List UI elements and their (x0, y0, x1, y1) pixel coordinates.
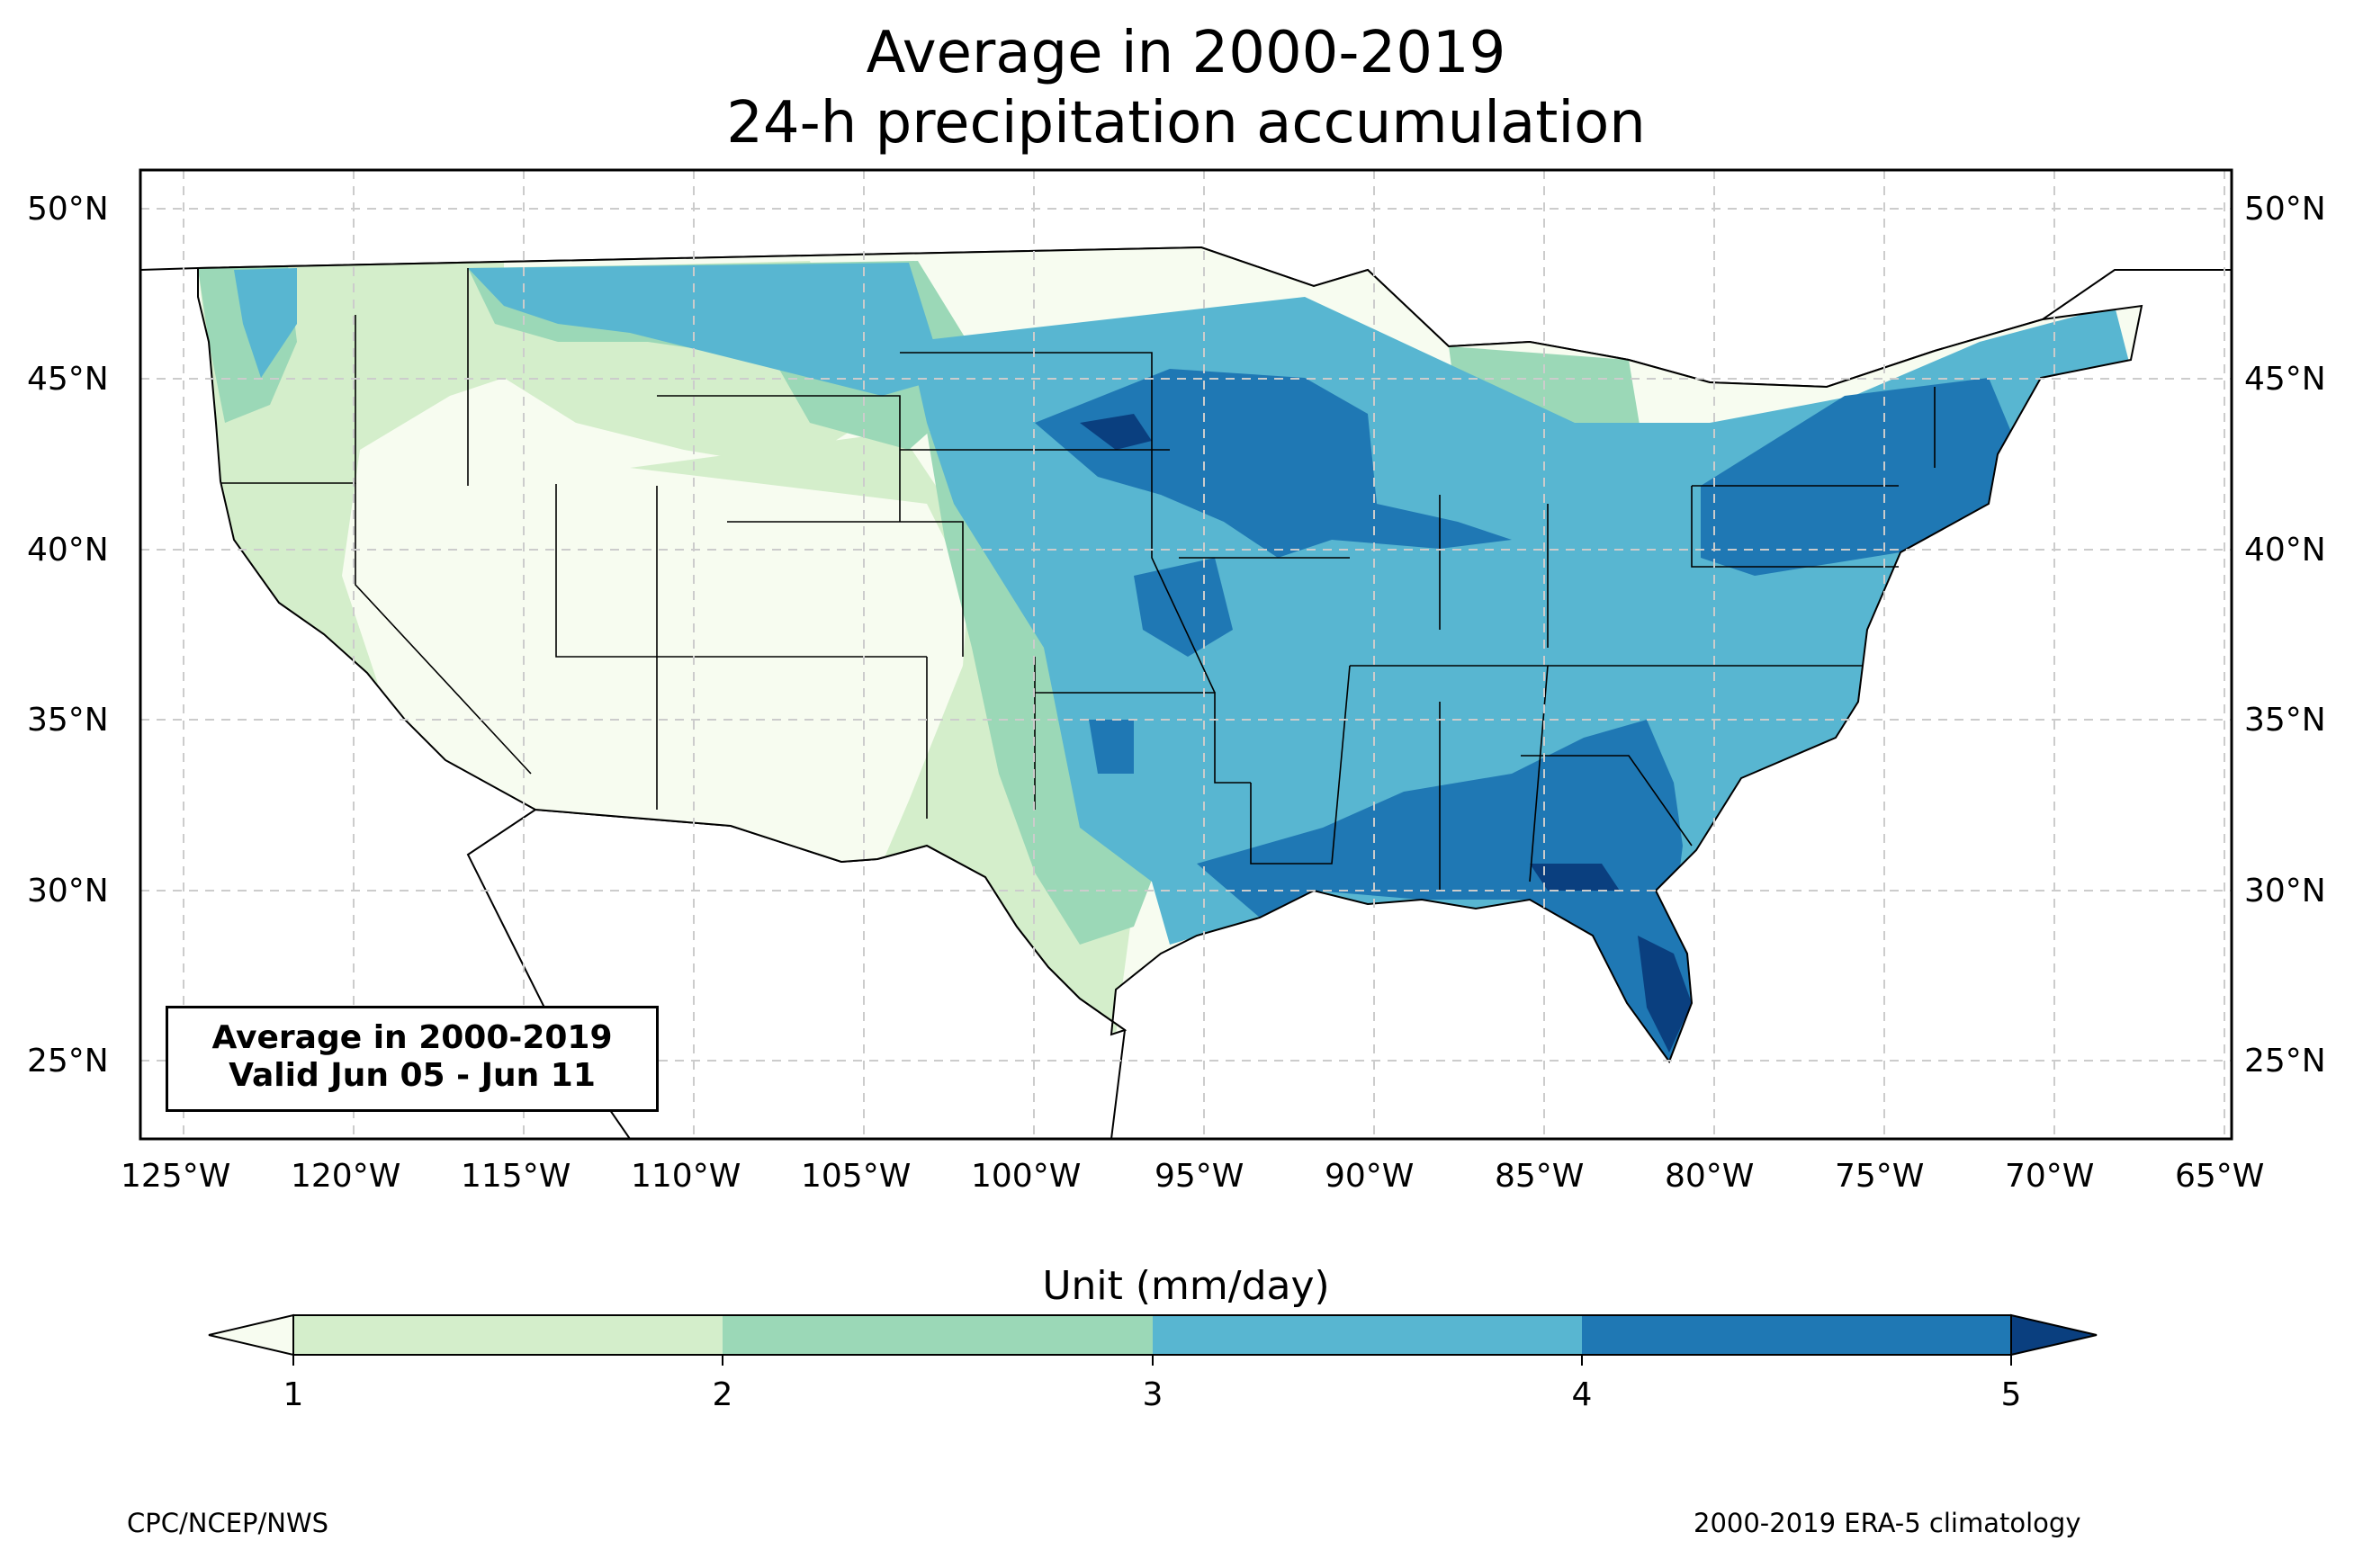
lat-tick-left-45: 45°N (27, 361, 109, 398)
precip-4-5-missouri (1134, 558, 1233, 657)
info-box: Average in 2000-2019 Valid Jun 05 - Jun … (166, 1006, 659, 1112)
lon-tick-80w: 80°W (1665, 1158, 1755, 1195)
footer-climatology: 2000-2019 ERA-5 climatology (1694, 1508, 2081, 1538)
map-gridlines (140, 170, 2232, 1139)
map-title-line2: 24-h precipitation accumulation (726, 90, 1646, 157)
precip-3-4-north (468, 263, 945, 396)
colorbar-tick-marks (292, 1355, 2012, 1366)
state-borders (220, 268, 1936, 891)
precip-above-5-panhandle (1530, 864, 1620, 891)
info-box-line2: Valid Jun 05 - Jun 11 (229, 1057, 596, 1094)
map-frame (139, 168, 2233, 1141)
lat-tick-left-35: 35°N (27, 702, 109, 739)
lat-tick-left-40: 40°N (27, 532, 109, 569)
lat-tick-right-30: 30°N (2244, 873, 2326, 909)
colorbar-seg-3-4 (1153, 1315, 1582, 1355)
colorbar-tick-1: 1 (283, 1376, 304, 1413)
lat-tick-right-40: 40°N (2244, 532, 2326, 569)
lon-tick-125w: 125°W (121, 1158, 231, 1195)
us-outline (197, 246, 2143, 1064)
precip-4-5-midwest (1035, 369, 1512, 558)
lon-tick-115w: 115°W (461, 1158, 571, 1195)
map-title-line1: Average in 2000-2019 (866, 20, 1506, 86)
colorbar-tick-5: 5 (2000, 1376, 2022, 1413)
lon-tick-100w: 100°W (971, 1158, 1082, 1195)
colorbar-tick-4: 4 (1571, 1376, 1593, 1413)
lat-tick-right-35: 35°N (2244, 702, 2326, 739)
lon-tick-120w: 120°W (291, 1158, 401, 1195)
lat-tick-right-25: 25°N (2244, 1043, 2326, 1080)
colorbar-seg-4-5 (1582, 1315, 2011, 1355)
lon-tick-95w: 95°W (1155, 1158, 1244, 1195)
lat-tick-right-45: 45°N (2244, 361, 2326, 398)
colorbar-seg-2-3 (723, 1315, 1153, 1355)
colorbar-extend-high (2010, 1313, 2098, 1357)
lat-tick-right-50: 50°N (2244, 191, 2326, 228)
lat-tick-left-30: 30°N (27, 873, 109, 909)
lon-tick-85w: 85°W (1495, 1158, 1585, 1195)
info-box-line1: Average in 2000-2019 (211, 1019, 613, 1056)
precip-above-5-ne (1080, 414, 1152, 450)
lon-tick-70w: 70°W (2005, 1158, 2095, 1195)
colorbar-extend-low (208, 1313, 294, 1357)
lon-tick-105w: 105°W (801, 1158, 912, 1195)
lon-tick-110w: 110°W (631, 1158, 741, 1195)
precip-3-4-pnw (234, 268, 297, 378)
colorbar-label: Unit (mm/day) (1042, 1263, 1330, 1309)
lat-tick-left-50: 50°N (27, 191, 109, 228)
colorbar-tick-2: 2 (712, 1376, 733, 1413)
precip-4-5-oklahoma (1089, 720, 1134, 774)
colorbar-tick-3: 3 (1142, 1376, 1164, 1413)
precip-1-2-plains (630, 432, 1134, 1035)
precip-above-5-florida (1638, 936, 1692, 1053)
footer-source: CPC/NCEP/NWS (127, 1508, 329, 1538)
colorbar (208, 1313, 2098, 1366)
lon-tick-65w: 65°W (2175, 1158, 2265, 1195)
colorbar-seg-1-2 (293, 1315, 723, 1355)
lon-tick-75w: 75°W (1835, 1158, 1925, 1195)
lat-tick-left-25: 25°N (27, 1043, 109, 1080)
lon-tick-90w: 90°W (1325, 1158, 1415, 1195)
